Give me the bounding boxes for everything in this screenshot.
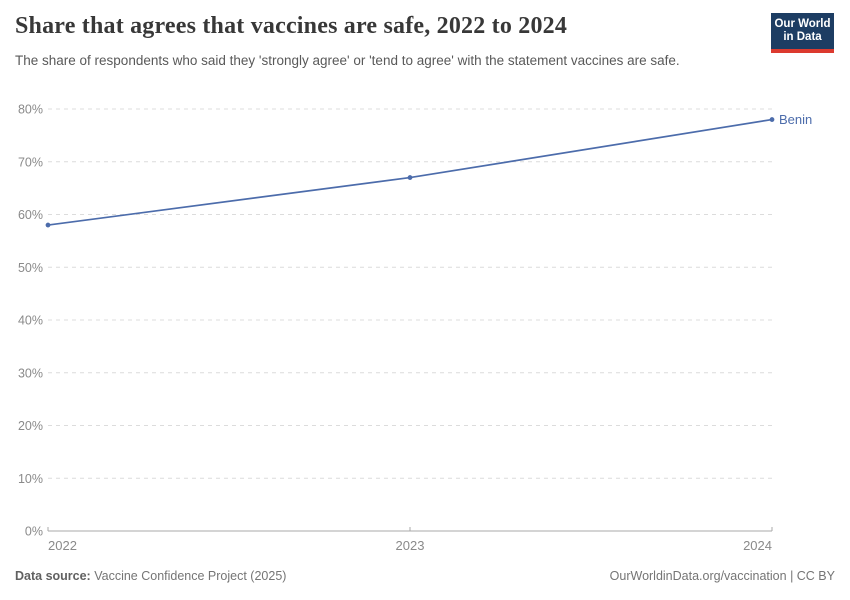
- y-tick-label-50: 50%: [18, 261, 43, 275]
- chart-subtitle: The share of respondents who said they '…: [15, 53, 680, 68]
- data-point-benin-2024[interactable]: [769, 117, 775, 122]
- y-tick-label-40: 40%: [18, 314, 43, 328]
- y-tick-label-10: 10%: [18, 472, 43, 486]
- y-tick-label-80: 80%: [18, 103, 43, 117]
- x-tick-label-2022: 2022: [48, 538, 77, 553]
- owid-logo[interactable]: Our World in Data: [771, 13, 834, 53]
- owid-logo-line2: in Data: [783, 31, 822, 43]
- x-tick-label-2023: 2023: [396, 538, 425, 553]
- y-tick-label-0: 0%: [25, 525, 43, 539]
- data-line-benin[interactable]: [47, 118, 773, 226]
- y-tick-label-30: 30%: [18, 366, 43, 380]
- data-point-benin-2023[interactable]: [407, 175, 413, 180]
- y-tick-label-60: 60%: [18, 208, 43, 222]
- data-source-note: Data source: Vaccine Confidence Project …: [15, 569, 286, 583]
- x-tick-label-2024: 2024: [743, 538, 772, 553]
- chart-title: Share that agrees that vaccines are safe…: [15, 13, 568, 39]
- y-tick-label-70: 70%: [18, 155, 43, 169]
- attribution-link[interactable]: OurWorldinData.org/vaccination | CC BY: [609, 569, 835, 583]
- data-source-text: Vaccine Confidence Project (2025): [90, 569, 287, 583]
- y-tick-label-20: 20%: [18, 419, 43, 433]
- series-label-benin[interactable]: Benin: [779, 112, 812, 127]
- data-source-label: Data source:: [15, 569, 91, 583]
- owid-logo-line1: Our World: [774, 18, 831, 30]
- data-point-benin-2022[interactable]: [45, 222, 51, 228]
